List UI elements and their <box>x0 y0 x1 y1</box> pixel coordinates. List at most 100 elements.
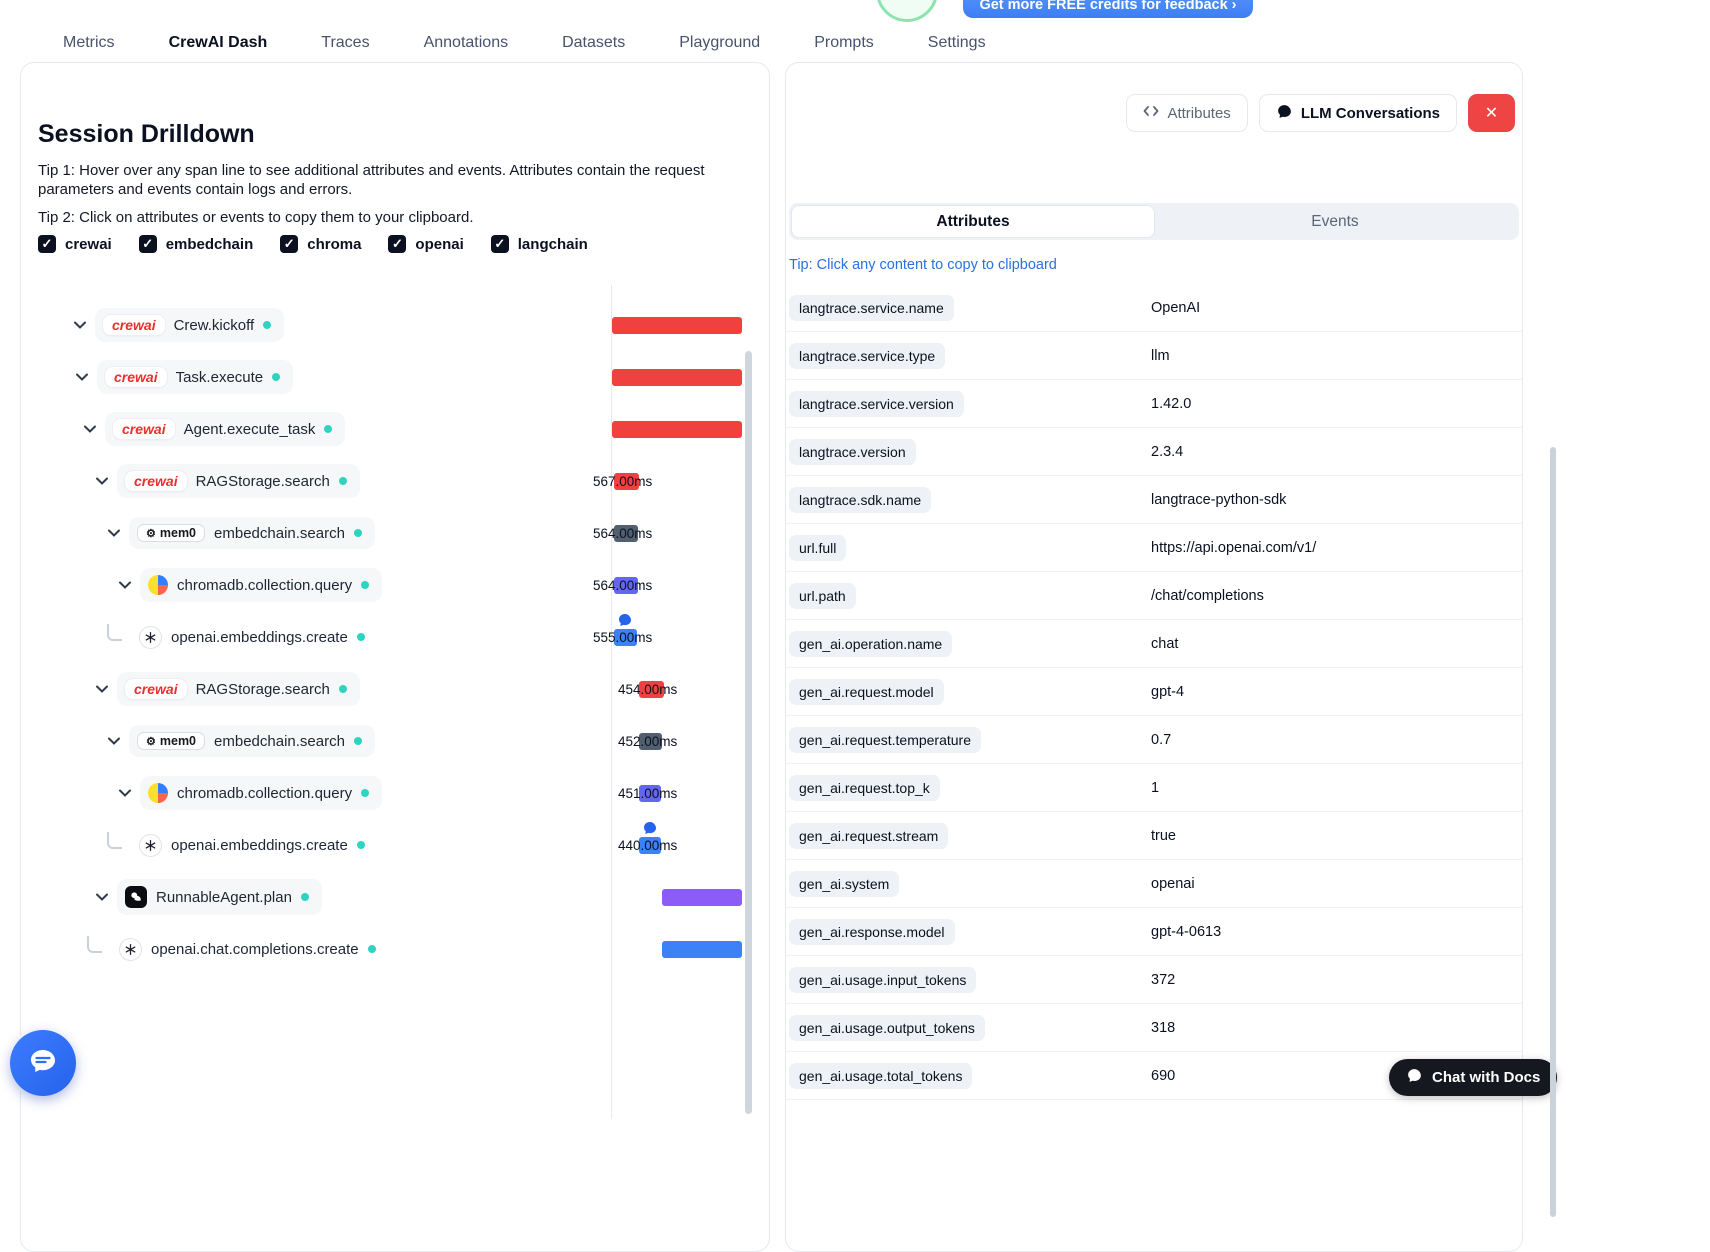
attribute-key[interactable]: gen_ai.request.stream <box>789 822 949 849</box>
span-row-embedchain-search[interactable]: ⚙ mem0 embedchain.search 452.00ms <box>21 715 769 767</box>
attributes-view-button[interactable]: Attributes <box>1126 94 1248 132</box>
attribute-value[interactable]: true <box>1151 827 1176 844</box>
attribute-value[interactable]: 690 <box>1151 1067 1176 1084</box>
attribute-key[interactable]: gen_ai.system <box>789 870 900 897</box>
chevron-down-icon[interactable] <box>105 525 122 542</box>
span-bar[interactable] <box>662 941 742 958</box>
attribute-key[interactable]: langtrace.sdk.name <box>789 486 932 513</box>
attribute-value[interactable]: OpenAI <box>1151 299 1201 316</box>
attribute-row[interactable]: gen_ai.request.model gpt-4 <box>786 668 1522 716</box>
attribute-row[interactable]: url.full https://api.openai.com/v1/ <box>786 524 1522 572</box>
span-bar[interactable] <box>614 577 638 594</box>
filter-openai[interactable]: ✓ openai <box>388 235 464 253</box>
attribute-value[interactable]: gpt-4-0613 <box>1151 923 1222 940</box>
attribute-row[interactable]: langtrace.version 2.3.4 <box>786 428 1522 476</box>
attribute-row[interactable]: gen_ai.system openai <box>786 860 1522 908</box>
attribute-key[interactable]: langtrace.service.type <box>789 342 946 369</box>
attribute-value[interactable]: 0.7 <box>1151 731 1172 748</box>
filter-langchain[interactable]: ✓ langchain <box>490 235 588 253</box>
span-bar[interactable] <box>639 681 664 698</box>
chevron-down-icon[interactable] <box>81 421 98 438</box>
filter-crewai[interactable]: ✓ crewai <box>38 235 112 253</box>
attribute-key[interactable]: langtrace.service.version <box>789 390 964 417</box>
attribute-value[interactable]: 1 <box>1151 779 1160 796</box>
attribute-key[interactable]: gen_ai.usage.output_tokens <box>789 1014 985 1041</box>
attribute-key[interactable]: url.path <box>789 582 856 609</box>
chevron-down-icon[interactable] <box>71 317 88 334</box>
span-row-embedchain-search[interactable]: ⚙ mem0 embedchain.search 564.00ms <box>21 507 769 559</box>
span-bar[interactable] <box>639 785 661 802</box>
attribute-key[interactable]: langtrace.service.name <box>789 294 954 321</box>
attribute-value[interactable]: chat <box>1151 635 1179 652</box>
attribute-value[interactable]: 372 <box>1151 971 1176 988</box>
attribute-row[interactable]: gen_ai.usage.total_tokens 690 <box>786 1052 1522 1100</box>
attribute-key[interactable]: gen_ai.operation.name <box>789 630 953 657</box>
checkbox-checked-icon[interactable]: ✓ <box>490 235 509 253</box>
attribute-value[interactable]: gpt-4 <box>1151 683 1185 700</box>
checkbox-checked-icon[interactable]: ✓ <box>38 235 56 253</box>
span-bar[interactable] <box>614 473 639 490</box>
tree-scrollbar[interactable] <box>745 351 752 1114</box>
attribute-row[interactable]: gen_ai.request.stream true <box>786 812 1522 860</box>
attribute-key[interactable]: gen_ai.usage.input_tokens <box>789 966 977 993</box>
span-bar[interactable] <box>612 421 742 438</box>
tab-traces[interactable]: Traces <box>321 34 370 51</box>
attribute-value[interactable]: 1.42.0 <box>1151 395 1192 412</box>
checkbox-checked-icon[interactable]: ✓ <box>280 235 299 253</box>
attribute-key[interactable]: langtrace.version <box>789 438 916 465</box>
attribute-key[interactable]: gen_ai.usage.total_tokens <box>789 1062 973 1089</box>
attribute-row[interactable]: langtrace.service.name OpenAI <box>786 284 1522 332</box>
attribute-key[interactable]: gen_ai.request.top_k <box>789 774 940 801</box>
span-bar[interactable] <box>639 733 662 750</box>
attribute-value[interactable]: openai <box>1151 875 1195 892</box>
attribute-key[interactable]: gen_ai.request.model <box>789 678 944 705</box>
attribute-value[interactable]: langtrace-python-sdk <box>1151 491 1287 508</box>
chevron-down-icon[interactable] <box>93 473 110 490</box>
free-credits-button[interactable]: Get more FREE credits for feedback › <box>963 0 1253 18</box>
chevron-down-icon[interactable] <box>116 577 133 594</box>
checkbox-checked-icon[interactable]: ✓ <box>138 235 157 253</box>
llm-conversations-button[interactable]: LLM Conversations <box>1258 94 1457 132</box>
close-button[interactable]: ✕ <box>1468 94 1515 132</box>
attribute-row[interactable]: langtrace.service.version 1.42.0 <box>786 380 1522 428</box>
span-row-crew-kickoff[interactable]: crewai Crew.kickoff <box>21 299 769 351</box>
attribute-row[interactable]: url.path /chat/completions <box>786 572 1522 620</box>
attribute-row[interactable]: gen_ai.operation.name chat <box>786 620 1522 668</box>
span-bar[interactable] <box>639 837 661 854</box>
span-bar[interactable] <box>614 525 638 542</box>
chevron-down-icon[interactable] <box>93 889 110 906</box>
tab-settings[interactable]: Settings <box>927 34 986 51</box>
attribute-key[interactable]: url.full <box>789 534 847 561</box>
tab-events[interactable]: Events <box>1311 212 1359 230</box>
chevron-down-icon[interactable] <box>116 785 133 802</box>
chat-with-docs-button[interactable]: Chat with Docs <box>1389 1059 1558 1096</box>
span-row-openai-embeddings[interactable]: openai.embeddings.create 555.00ms <box>21 611 769 663</box>
span-row-ragstorage-search[interactable]: crewai RAGStorage.search 567.00ms <box>21 455 769 507</box>
page-scrollbar[interactable] <box>1550 447 1556 1217</box>
attribute-key[interactable]: gen_ai.response.model <box>789 918 955 945</box>
chevron-down-icon[interactable] <box>105 733 122 750</box>
tab-playground[interactable]: Playground <box>679 34 761 51</box>
span-bar[interactable] <box>662 889 742 906</box>
span-row-chromadb-query[interactable]: chromadb.collection.query 564.00ms <box>21 559 769 611</box>
span-row-openai-chat-completions[interactable]: openai.chat.completions.create <box>21 923 769 975</box>
attribute-row[interactable]: gen_ai.request.temperature 0.7 <box>786 716 1522 764</box>
tab-attributes[interactable]: Attributes <box>792 206 1154 237</box>
filter-embedchain[interactable]: ✓ embedchain <box>138 235 253 253</box>
attribute-row[interactable]: gen_ai.response.model gpt-4-0613 <box>786 908 1522 956</box>
attribute-value[interactable]: 2.3.4 <box>1151 443 1184 460</box>
span-row-runnableagent-plan[interactable]: RunnableAgent.plan <box>21 871 769 923</box>
attribute-value[interactable]: llm <box>1151 347 1170 364</box>
attribute-row[interactable]: gen_ai.usage.input_tokens 372 <box>786 956 1522 1004</box>
tab-crewai-dash[interactable]: CrewAI Dash <box>141 24 295 67</box>
span-bar[interactable] <box>614 629 637 646</box>
attribute-key[interactable]: gen_ai.request.temperature <box>789 726 981 753</box>
checkbox-checked-icon[interactable]: ✓ <box>388 235 407 253</box>
span-row-openai-embeddings[interactable]: openai.embeddings.create 440.00ms <box>21 819 769 871</box>
attribute-row[interactable]: langtrace.service.type llm <box>786 332 1522 380</box>
attribute-row[interactable]: gen_ai.usage.output_tokens 318 <box>786 1004 1522 1052</box>
filter-chroma[interactable]: ✓ chroma <box>280 235 361 253</box>
attribute-value[interactable]: 318 <box>1151 1019 1176 1036</box>
span-bar[interactable] <box>612 369 742 386</box>
attribute-value[interactable]: /chat/completions <box>1151 587 1264 604</box>
